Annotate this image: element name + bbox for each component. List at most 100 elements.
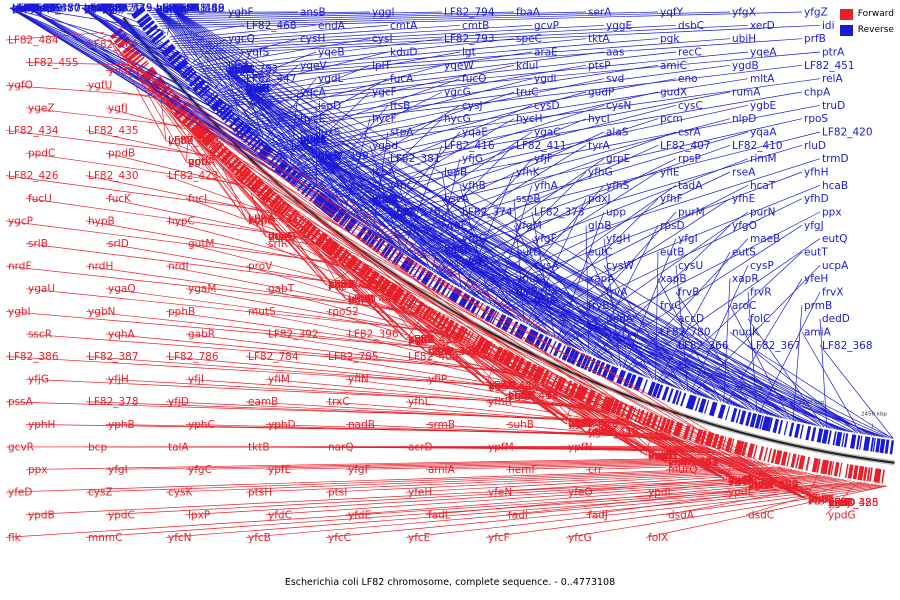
reverse-label-leader — [441, 249, 780, 418]
reverse-label-leader — [81, 7, 392, 244]
reverse-gene-label: ligA — [390, 207, 410, 219]
reverse-feature-block — [764, 416, 772, 432]
forward-gene-label: nrdH — [88, 261, 113, 273]
reverse-feature-block — [675, 391, 682, 405]
reverse-label-leader — [529, 198, 659, 326]
forward-gene-label: talA — [168, 441, 189, 453]
reverse-gene-label: ygad — [372, 140, 398, 152]
forward-feature-block — [736, 440, 745, 456]
reverse-gene-label: maeB — [750, 233, 780, 245]
reverse-gene-label: cmtB — [462, 20, 489, 32]
reverse-label-leader — [27, 7, 664, 384]
reverse-gene-label: yfcM — [174, 3, 199, 15]
reverse-gene-label: eutB — [660, 247, 684, 259]
reverse-gene-label: truC — [516, 87, 538, 99]
forward-label-leader — [85, 310, 479, 354]
reverse-gene-label: hisJ — [300, 135, 318, 147]
reverse-label-leader — [195, 38, 371, 68]
reverse-label-leader — [162, 11, 803, 29]
forward-gene-label: lpxP — [188, 509, 210, 521]
forward-label-leader — [105, 288, 443, 334]
reverse-gene-label: nudK — [732, 327, 760, 339]
reverse-feature-block — [694, 397, 701, 412]
forward-gene-label: LF82_429 — [748, 480, 799, 492]
reverse-gene-label: hisP — [516, 286, 537, 298]
forward-gene-label: yfjF — [808, 493, 827, 505]
forward-gene-label: nrdE — [828, 497, 852, 509]
reverse-gene-label: lepB — [444, 167, 467, 179]
reverse-feature-block — [561, 346, 572, 362]
forward-gene-label: ypdB — [28, 509, 55, 521]
reverse-label-leader — [729, 305, 791, 421]
reverse-label-leader — [176, 24, 533, 47]
forward-gene-label: dsdA — [668, 509, 695, 521]
reverse-gene-label: acpS — [174, 3, 200, 15]
forward-label-leader — [194, 136, 347, 300]
reverse-gene-label: yfhE — [732, 193, 755, 205]
reverse-gene-label: hscA — [444, 193, 470, 205]
forward-label-leader — [541, 384, 747, 486]
reverse-gene-label: csrA — [678, 127, 702, 139]
reverse-gene-label: yfeX — [156, 3, 180, 15]
forward-gene-label: hmp — [648, 450, 672, 462]
forward-label-leader — [613, 415, 667, 463]
forward-gene-label: xseA — [828, 497, 854, 509]
reverse-gene-label: yfeZ — [300, 135, 324, 147]
reverse-gene-label: iscR — [12, 3, 33, 15]
reverse-label-leader — [9, 7, 763, 414]
forward-gene-label: ygfO — [8, 80, 33, 92]
reverse-feature-block — [856, 435, 861, 450]
reverse-gene-labels: glcB glcC glcE yghF ansB yggl LF82_794 fbaA serA… — [12, 3, 873, 352]
forward-gene-label: rpoS2 — [328, 306, 359, 318]
reverse-gene-label: xapA — [588, 273, 615, 285]
reverse-feature-block — [671, 389, 679, 405]
forward-label-leader — [367, 284, 807, 500]
reverse-feature-block — [711, 402, 718, 417]
forward-gene-label: ppx — [28, 464, 48, 476]
reverse-label-leader — [9, 7, 697, 395]
reverse-feature-block — [380, 243, 391, 257]
reverse-gene-label: xseA — [372, 194, 398, 206]
forward-gene-label: ascB — [648, 450, 673, 462]
forward-label-leader — [5, 175, 274, 212]
reverse-feature-block — [884, 439, 890, 454]
forward-label-leader — [165, 310, 482, 356]
reverse-label-leader — [299, 91, 587, 171]
reverse-gene-label: xapB — [660, 273, 687, 285]
forward-feature-block — [844, 463, 849, 478]
forward-feature-block — [763, 447, 769, 462]
legend-reverse-row: Reverse — [839, 22, 894, 38]
forward-gene-label: ygfZ — [648, 450, 672, 462]
forward-feature-block — [711, 433, 720, 449]
reverse-label-leader — [252, 64, 731, 129]
legend-forward-label: Forward — [857, 9, 894, 19]
reverse-gene-label: yfhC — [390, 180, 414, 192]
reverse-gene-label: ygbl — [30, 3, 52, 15]
forward-gene-label: LF82_419 — [568, 418, 619, 430]
forward-feature-block — [852, 465, 859, 480]
forward-gene-label: folX — [648, 532, 668, 544]
reverse-feature-block — [531, 332, 539, 346]
reverse-feature-block — [827, 430, 832, 445]
reverse-label-leader — [410, 145, 659, 257]
forward-gene-label: murQ — [668, 464, 697, 476]
reverse-gene-label: ypdE — [156, 3, 182, 15]
reverse-gene-label: LF82_450 — [30, 3, 81, 15]
reverse-gene-label: glk2 — [318, 151, 340, 163]
reverse-label-leader — [153, 7, 237, 112]
forward-gene-label: yfeC — [828, 497, 852, 509]
reverse-gene-label: zipA — [174, 3, 197, 15]
reverse-gene-label: yfeY — [228, 64, 251, 76]
reverse-gene-label: pepB — [300, 135, 327, 147]
reverse-gene-label: eutC — [588, 247, 613, 259]
forward-label-leader — [85, 84, 159, 100]
forward-gene-label: xdhC — [408, 334, 435, 346]
forward-gene-label: gcvR — [8, 441, 34, 453]
forward-label-leader — [105, 107, 187, 130]
forward-gene-label: yfhH — [568, 418, 592, 430]
reverse-label-leader — [513, 251, 651, 379]
reverse-gene-label: LF82_452 — [12, 3, 63, 15]
forward-label-leader — [388, 299, 507, 396]
reverse-gene-label: dedD — [822, 313, 850, 325]
forward-gene-label: fadJ — [588, 509, 608, 521]
